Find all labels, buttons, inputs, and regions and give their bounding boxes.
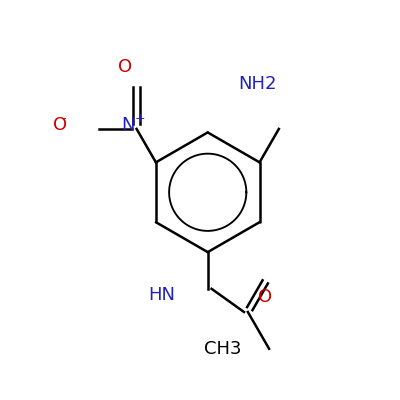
Text: N: N	[121, 116, 134, 134]
Text: O: O	[53, 116, 67, 134]
Text: -: -	[62, 112, 66, 126]
Text: CH3: CH3	[204, 340, 242, 358]
Text: NH2: NH2	[239, 75, 277, 93]
Text: O: O	[258, 288, 272, 306]
Text: HN: HN	[148, 286, 175, 304]
Text: O: O	[118, 58, 132, 76]
Text: +: +	[134, 112, 145, 126]
